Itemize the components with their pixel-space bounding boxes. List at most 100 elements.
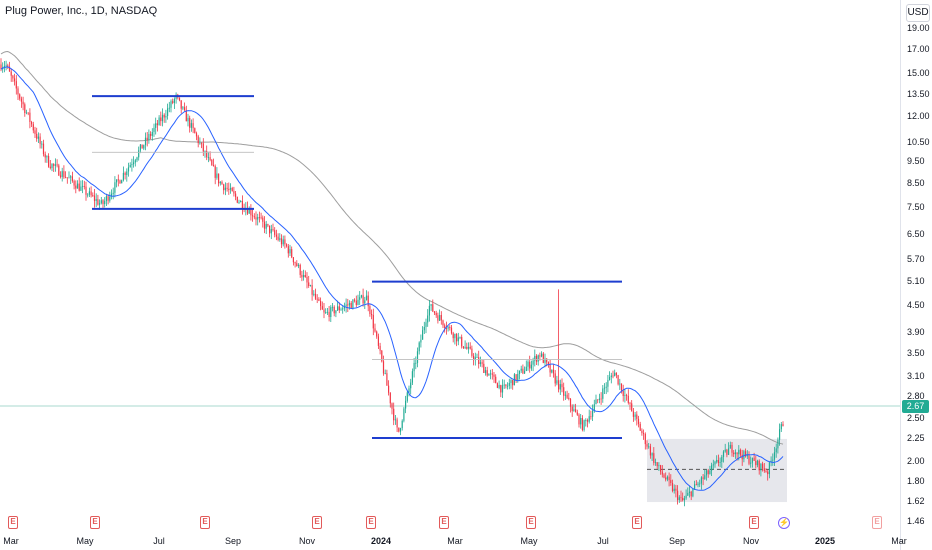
candle-body: [641, 430, 643, 434]
candle-body: [127, 167, 130, 172]
candle-body: [619, 383, 621, 385]
candle-body: [695, 484, 697, 486]
chart-area[interactable]: [0, 0, 900, 550]
candle-body: [551, 369, 553, 373]
candle-body: [138, 150, 140, 158]
candle-body: [464, 346, 466, 348]
price-chart[interactable]: [0, 0, 900, 550]
candle-body: [289, 249, 291, 254]
candle-body: [768, 462, 770, 475]
candle-body: [447, 327, 449, 329]
candle-body: [306, 277, 308, 283]
candle-body: [231, 187, 233, 192]
candle-body: [449, 327, 451, 328]
candle-body: [49, 166, 51, 169]
candle-body: [483, 363, 485, 374]
price-axis-label: 13.50: [907, 88, 930, 99]
candle-body: [573, 409, 575, 412]
candle-body: [413, 362, 415, 372]
candle-body: [269, 225, 271, 234]
candle-body: [301, 274, 303, 278]
candle-body: [70, 176, 72, 178]
candle-body: [59, 175, 62, 177]
candle-body: [214, 166, 216, 178]
candle-body: [257, 217, 259, 220]
candle-body: [253, 216, 255, 218]
candle-body: [687, 492, 689, 496]
ma-fast-line: [0, 66, 784, 491]
candle-body: [507, 385, 509, 387]
candle-body: [699, 483, 701, 485]
candle-body: [517, 373, 519, 381]
candle-body: [753, 457, 755, 461]
candle-body: [204, 151, 206, 152]
candle-body: [252, 215, 254, 217]
candle-body: [433, 311, 436, 313]
time-axis-label: 2024: [370, 536, 392, 546]
candle-body: [20, 98, 22, 102]
candle-body: [12, 75, 14, 79]
candle-body: [116, 179, 118, 183]
candle-body: [644, 433, 646, 445]
candle-body: [751, 457, 753, 463]
candle-body: [265, 224, 267, 229]
candle-body: [585, 420, 587, 421]
price-axis-label: 2.25: [907, 432, 925, 443]
candle-body: [602, 388, 604, 399]
candle-body: [617, 375, 619, 385]
currency-button[interactable]: USD: [906, 4, 930, 22]
candle-body: [348, 302, 351, 306]
candle-body: [287, 246, 289, 254]
candle-body: [155, 123, 157, 128]
candle-body: [182, 107, 184, 109]
candle-body: [303, 275, 305, 278]
candle-body: [520, 368, 522, 371]
candle-body: [170, 101, 172, 108]
candle-body: [255, 217, 257, 220]
earnings-icon[interactable]: E: [366, 516, 376, 529]
candle-body: [505, 384, 507, 387]
candle-body: [376, 331, 378, 337]
candle-body: [668, 476, 670, 481]
candle-body: [190, 123, 192, 128]
candle-body: [627, 395, 629, 403]
earnings-icon[interactable]: E: [8, 516, 18, 529]
candle-body: [609, 377, 611, 380]
candle-body: [88, 191, 90, 195]
earnings-icon[interactable]: E: [632, 516, 642, 529]
candle-body: [467, 346, 470, 349]
candle-body: [46, 156, 48, 158]
candle-body: [581, 417, 583, 430]
earnings-icon[interactable]: E: [312, 516, 322, 529]
earnings-icon[interactable]: E: [526, 516, 536, 529]
axis-divider: [900, 0, 901, 550]
candle-body: [384, 373, 386, 374]
candle-body: [607, 379, 609, 387]
candle-body: [439, 315, 441, 321]
candle-body: [700, 477, 702, 484]
earnings-icon[interactable]: E: [90, 516, 100, 529]
candle-body: [760, 463, 762, 471]
candle-body: [610, 375, 612, 378]
candle-body: [29, 112, 31, 123]
candle-body: [202, 143, 204, 152]
earnings-upcoming-icon[interactable]: E: [872, 516, 882, 529]
candle-body: [597, 399, 599, 401]
candle-body: [671, 482, 674, 491]
earnings-icon[interactable]: E: [749, 516, 759, 529]
price-axis-label: 5.70: [907, 254, 925, 265]
candle-body: [146, 137, 148, 140]
split-dividend-icon[interactable]: ⚡: [778, 517, 790, 529]
candle-body: [598, 398, 600, 401]
candle-body: [510, 380, 512, 384]
candle-body: [559, 384, 561, 390]
candle-body: [571, 406, 573, 412]
candle-body: [25, 112, 28, 114]
candle-body: [593, 404, 595, 411]
candle-body: [216, 173, 218, 178]
candle-body: [284, 239, 286, 245]
earnings-icon[interactable]: E: [200, 516, 210, 529]
candle-body: [425, 322, 427, 327]
candle-body: [575, 409, 577, 413]
earnings-icon[interactable]: E: [439, 516, 449, 529]
